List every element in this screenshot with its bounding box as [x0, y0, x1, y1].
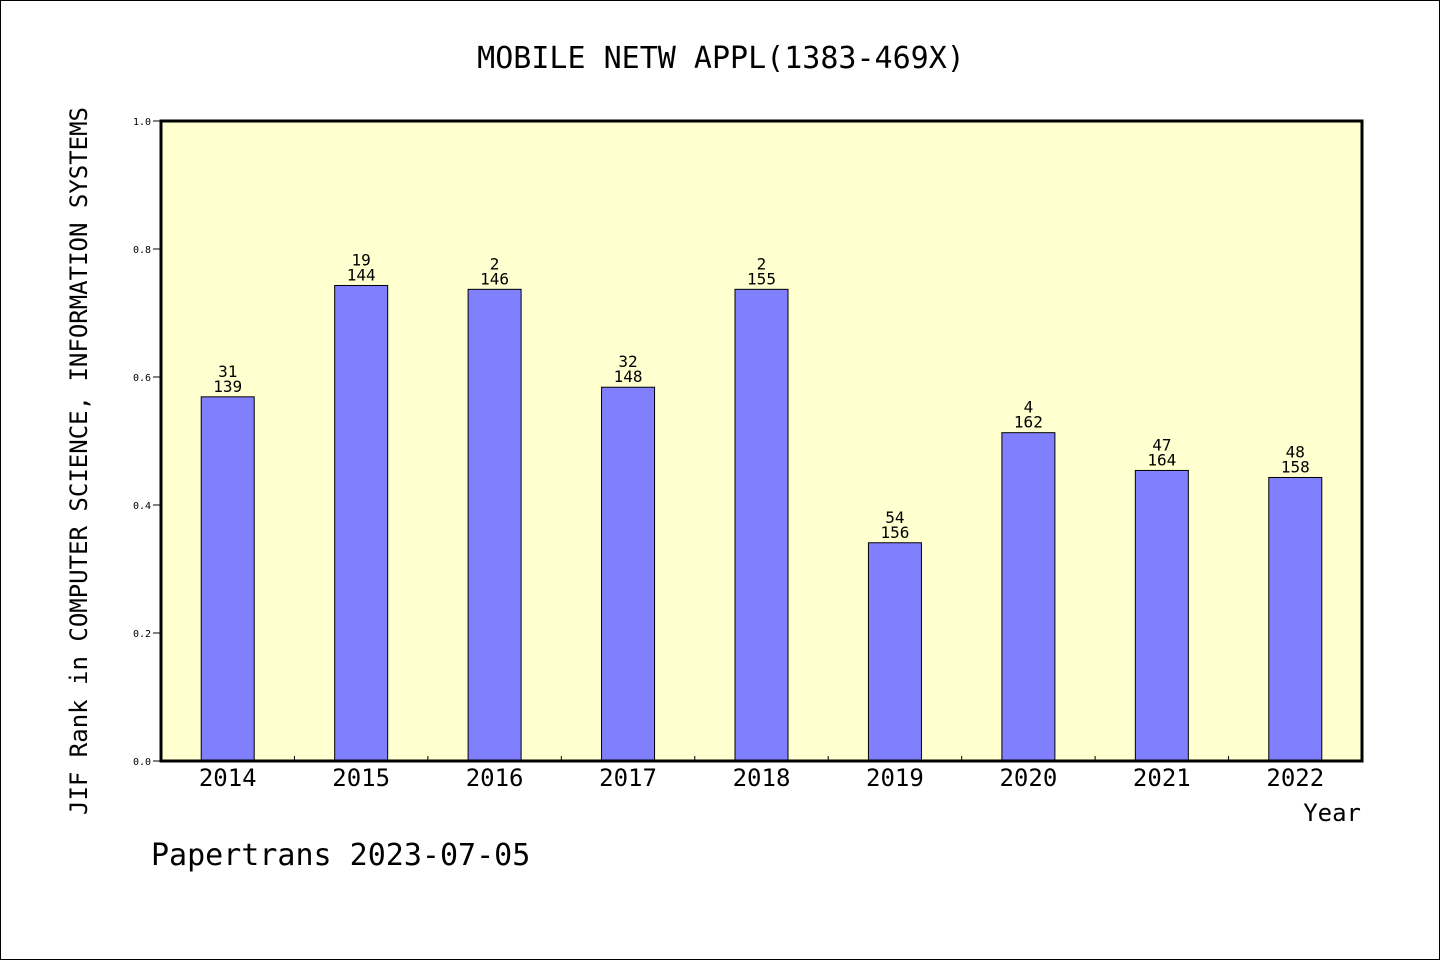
x-axis-label: Year	[1303, 799, 1361, 827]
x-tick-label: 2018	[733, 764, 791, 792]
rank-top-label: 19	[352, 250, 371, 269]
y-tick-label: 0.8	[133, 245, 151, 256]
y-tick-label: 1.0	[133, 117, 151, 128]
x-tick-label: 2019	[866, 764, 924, 792]
rank-bottom-label: 162	[1014, 413, 1043, 432]
rank-top-label: 54	[885, 508, 904, 527]
rank-bottom-label: 158	[1281, 457, 1310, 476]
y-tick-label: 0.0	[133, 757, 151, 768]
x-tick-label: 2014	[199, 764, 257, 792]
x-tick-label: 2015	[332, 764, 390, 792]
chart-title: MOBILE NETW APPL(1383-469X)	[477, 41, 965, 76]
bar-2018	[734, 288, 789, 762]
y-axis-label: JIF Rank in COMPUTER SCIENCE, INFORMATIO…	[65, 107, 93, 815]
rank-bottom-label: 144	[347, 265, 376, 284]
x-tick-label: 2020	[999, 764, 1057, 792]
bar-2017	[601, 386, 656, 762]
rank-top-label: 4	[1024, 398, 1034, 417]
footer-credit: Papertrans 2023-07-05	[151, 838, 530, 873]
rank-bottom-label: 155	[747, 269, 776, 288]
bar-2014	[200, 396, 255, 762]
bar-2019	[867, 542, 922, 762]
rank-bottom-label: 146	[480, 269, 509, 288]
x-axis-ticks: 2014 2015 2016 2017 2018 2019 2020 2021 2022	[199, 756, 1324, 792]
rank-top-label: 47	[1152, 435, 1171, 454]
rank-top-label: 32	[618, 352, 637, 371]
y-tick-label: 0.2	[133, 629, 151, 640]
bar-2022	[1268, 476, 1323, 762]
bars-group	[200, 284, 1323, 762]
bar-2015	[334, 284, 389, 762]
bar-2021	[1134, 469, 1189, 762]
y-axis-ticks: 0.0 0.2 0.4 0.6 0.8 1.0	[133, 117, 161, 768]
y-tick-label: 0.6	[133, 373, 151, 384]
x-tick-label: 2022	[1266, 764, 1324, 792]
rank-bottom-label: 156	[880, 523, 909, 542]
rank-bottom-label: 139	[213, 377, 242, 396]
rank-top-label: 2	[490, 254, 500, 273]
rank-bottom-label: 164	[1147, 450, 1176, 469]
x-tick-label: 2021	[1133, 764, 1191, 792]
x-tick-label: 2016	[466, 764, 524, 792]
rank-bottom-label: 148	[614, 367, 643, 386]
bar-2016	[467, 288, 522, 762]
rank-top-label: 2	[757, 254, 767, 273]
plot-border	[159, 119, 1364, 763]
rank-top-label: 48	[1286, 442, 1305, 461]
bar-2020	[1001, 432, 1056, 762]
x-tick-label: 2017	[599, 764, 657, 792]
rank-top-label: 31	[218, 362, 237, 381]
y-tick-label: 0.4	[133, 501, 151, 512]
